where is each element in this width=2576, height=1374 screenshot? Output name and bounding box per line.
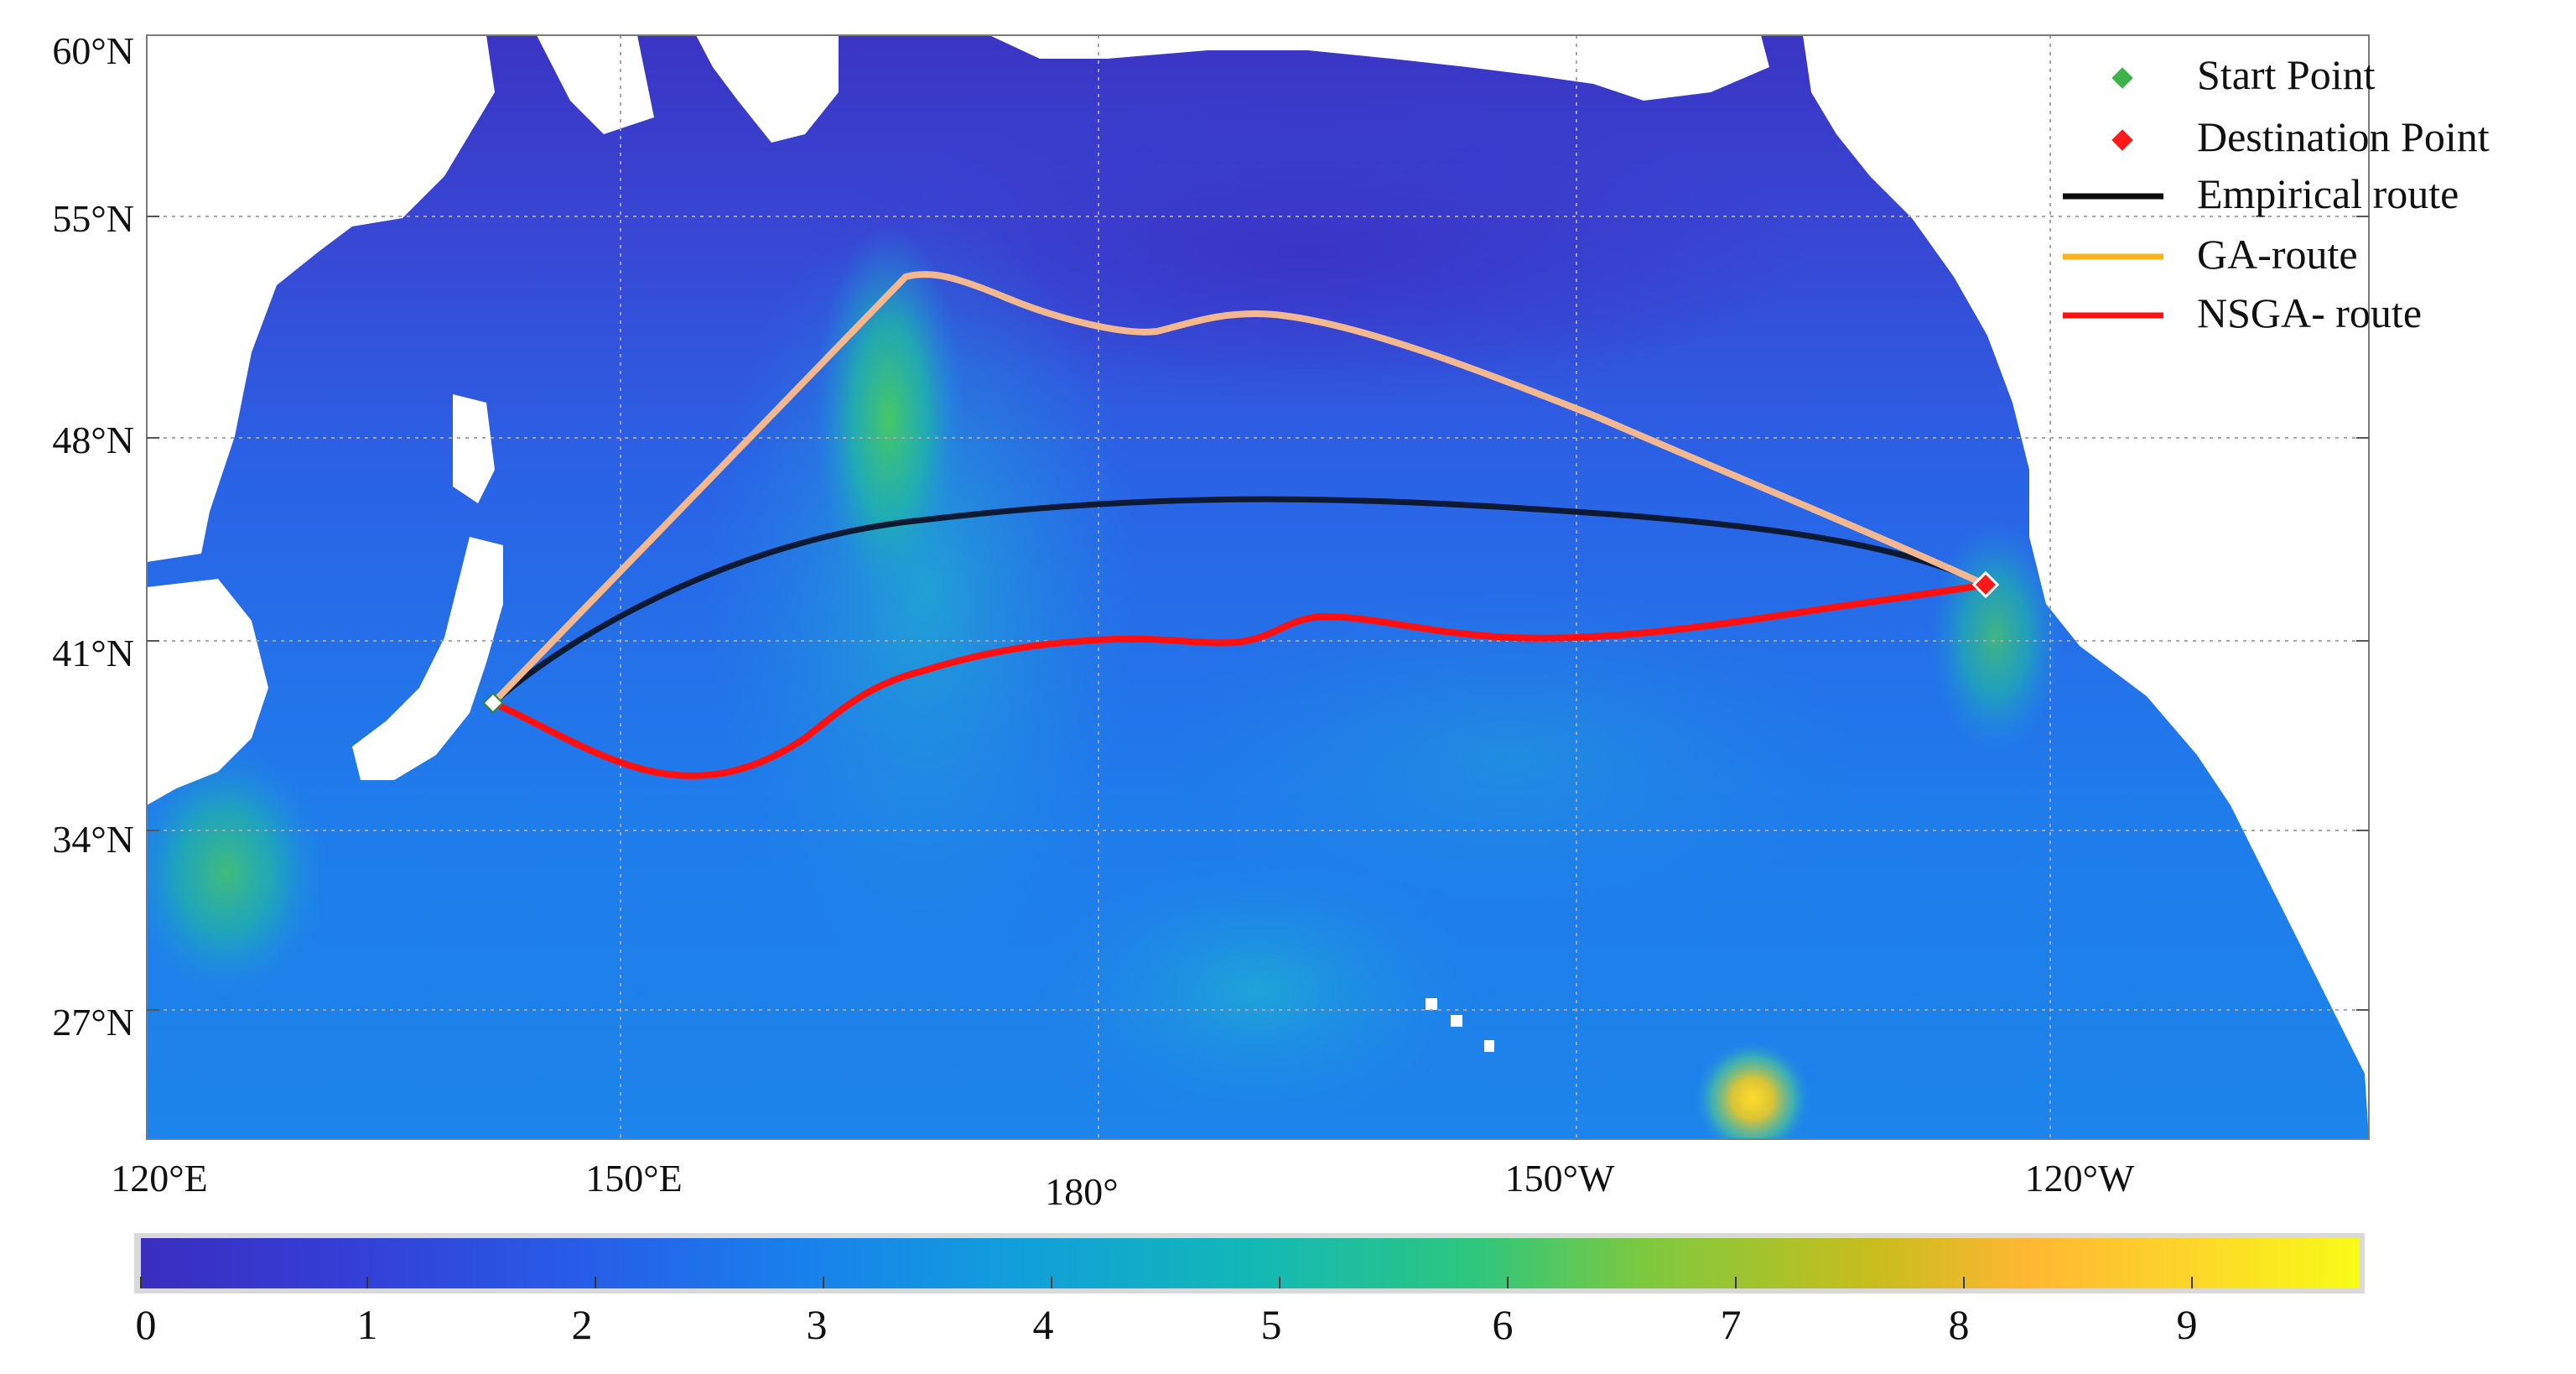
colorbar-label-9: 9 [2176, 1301, 2198, 1348]
land-north-america [1803, 35, 2369, 1139]
graticule [147, 35, 2369, 1139]
lat-label-48n: 48°N [52, 419, 134, 461]
colorbar-label-3: 3 [806, 1301, 828, 1348]
lat-label-55n: 55°N [52, 197, 134, 240]
colorbar-ticks [140, 1277, 2193, 1288]
lon-label-180: 180° [1045, 1170, 1119, 1213]
legend-empirical-route: Empirical route [2197, 170, 2459, 217]
land-hawaii-2 [1451, 1015, 1462, 1027]
lat-label-34n: 34°N [52, 818, 134, 861]
colorbar-label-0: 0 [135, 1301, 157, 1348]
land-hokkaido [453, 394, 495, 503]
lon-label-120w: 120°W [2024, 1157, 2135, 1200]
land-japan [352, 537, 503, 780]
land-okhotsk [537, 35, 654, 134]
land-hawaii-3 [1484, 1040, 1494, 1052]
lon-label-150e: 150°E [585, 1157, 683, 1200]
ga-route-line [490, 271, 1989, 706]
land-asia-north [147, 35, 495, 562]
lat-label-60n: 60°N [52, 29, 134, 72]
axis-ticks [147, 216, 2369, 1011]
land-areas [147, 35, 2369, 1139]
colorbar-label-4: 4 [1032, 1301, 1054, 1348]
lat-label-41n: 41°N [52, 632, 134, 674]
legend-destination-point: Destination Point [2197, 113, 2490, 160]
legend-nsga-route: NSGA- route [2197, 289, 2423, 336]
colorbar-label-2: 2 [571, 1301, 593, 1348]
legend-ga-route: GA-route [2197, 231, 2358, 278]
colorbar-label-8: 8 [1948, 1301, 1970, 1348]
nsga-route-line [490, 581, 1989, 779]
colorbar-label-1: 1 [356, 1301, 378, 1348]
colorbar-label-5: 5 [1260, 1301, 1282, 1348]
destination-point-marker [1971, 570, 2000, 599]
colorbar-label-7: 7 [1720, 1301, 1742, 1348]
colorbar-gradient [141, 1238, 2360, 1288]
land-kamchatka [696, 35, 839, 143]
colorbar [134, 1233, 2365, 1293]
lon-label-120e: 120°E [111, 1157, 208, 1200]
lon-label-150w: 150°W [1504, 1157, 1615, 1200]
colorbar-label-6: 6 [1492, 1301, 1514, 1348]
land-korea-china [147, 579, 268, 805]
empirical-route-line [490, 496, 1989, 706]
lat-label-27n: 27°N [52, 1001, 134, 1044]
land-hawaii-1 [1426, 998, 1437, 1010]
map-frame [146, 34, 2370, 1140]
land-alaska [989, 35, 1769, 101]
legend-start-point: Start Point [2197, 51, 2376, 98]
start-point-marker [482, 692, 504, 714]
